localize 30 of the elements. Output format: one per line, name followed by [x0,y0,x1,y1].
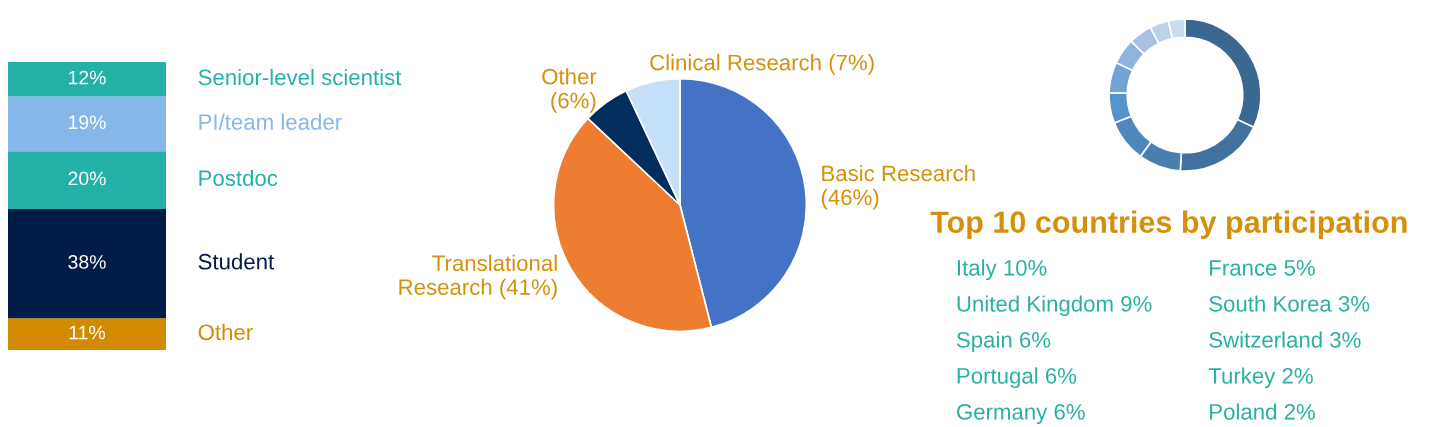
text: Portugal 6% [957,367,1077,389]
text: Turkey 2% [1208,367,1313,389]
text: South Korea 3% [1209,295,1370,312]
bar [8,96,166,152]
bar [8,208,166,319]
text: France 5% [1210,260,1315,276]
text: Top 10 countries by participation [930,210,1407,239]
bar [8,318,166,350]
data-label: 20% [68,171,106,186]
slice-label: Other (6%) [542,68,597,113]
data-label: 12% [69,70,106,85]
series-label: Student [198,253,275,270]
text: Poland 2% [1210,403,1315,420]
bar [8,151,166,209]
data-label: 11% [69,325,106,340]
text: United Kingdom 9% [957,295,1152,317]
series-label: Senior-level scientist [198,68,402,86]
bar [8,62,166,97]
slice-label: Basic Research (46%) [821,164,975,210]
text: Switzerland 3% [1209,331,1361,348]
text: Spain 6% [956,331,1051,353]
slice-label: Translational Research (41%) [399,254,557,300]
slice-label: Clinical Research (7%) [650,54,874,75]
data-label: 19% [69,115,106,130]
series-label: Postdoc [199,169,278,187]
text: Italy 10% [957,259,1047,281]
series-label: Other [198,323,253,341]
data-label: 38% [68,255,106,269]
series-label: PI/team leader [199,113,342,130]
text: Germany 6% [957,403,1085,425]
